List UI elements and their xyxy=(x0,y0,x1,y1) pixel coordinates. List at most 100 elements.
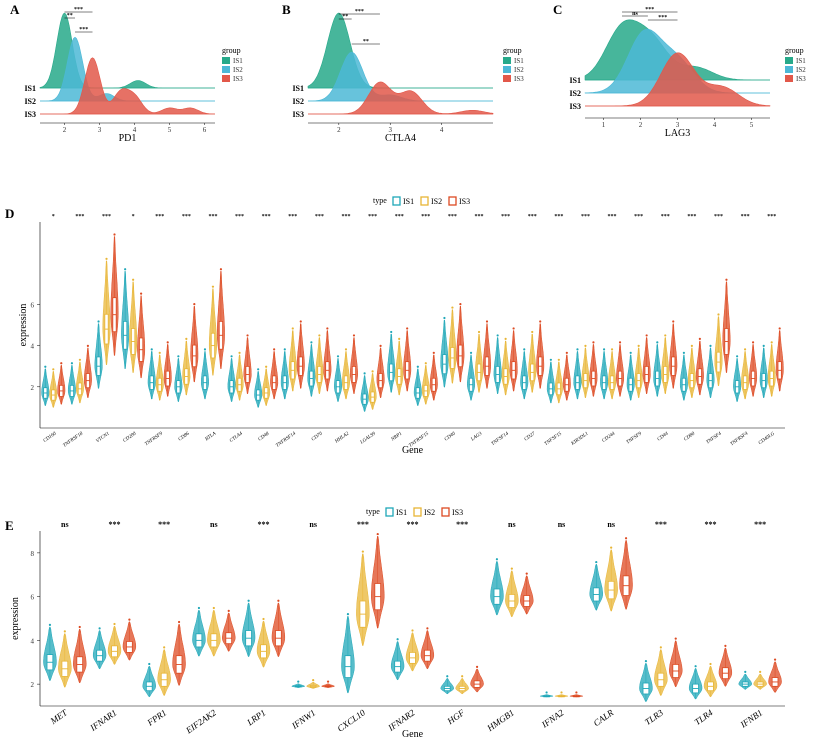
outlier-point xyxy=(265,365,268,368)
y-tick-label: 4 xyxy=(31,637,35,645)
gene-group: *** CD48 xyxy=(254,214,279,442)
gene-label: CD44 xyxy=(657,431,670,442)
outlier-point xyxy=(297,680,300,683)
gene-group: *** TNFSF9 xyxy=(626,214,651,446)
legend: type IS1 IS2 IS3 xyxy=(366,507,463,517)
gene-group: ***TNFRSF15 xyxy=(408,214,438,449)
gene-group: *** CD244 xyxy=(600,214,625,444)
outlier-point xyxy=(78,358,82,361)
outlier-point xyxy=(212,606,215,610)
significance-label: *** xyxy=(407,520,419,529)
significance-label: *** xyxy=(645,7,654,13)
x-tick-label: 3 xyxy=(98,126,102,134)
outlier-point xyxy=(461,675,464,678)
outlier-point xyxy=(97,320,100,323)
outlier-point xyxy=(326,680,330,683)
outlier-point xyxy=(610,348,614,351)
legend-label-IS3: IS3 xyxy=(233,75,243,83)
outlier-point xyxy=(475,665,479,668)
significance-label: *** xyxy=(355,9,364,15)
gene-label: TNFSF15 xyxy=(544,431,563,447)
outlier-point xyxy=(629,351,632,354)
significance-label: *** xyxy=(705,520,717,529)
legend-swatch-IS3 xyxy=(785,75,793,82)
outlier-point xyxy=(238,351,241,354)
legend-swatch-IS1 xyxy=(222,57,230,64)
outlier-point xyxy=(432,351,435,354)
significance-label: *** xyxy=(395,214,404,220)
y-tick-label: 2 xyxy=(31,681,35,689)
legend-swatch-IS3 xyxy=(503,75,511,82)
outlier-point xyxy=(63,630,66,633)
panel-letter: A xyxy=(10,2,20,17)
gene-group: *** CD40 xyxy=(440,214,465,442)
outlier-point xyxy=(379,344,382,347)
outlier-point xyxy=(743,348,747,351)
legend-label-IS3: IS3 xyxy=(514,75,524,83)
gene-label: VTCN1 xyxy=(95,432,110,445)
legend-title: type xyxy=(366,507,380,516)
outlier-point xyxy=(406,327,409,330)
legend-swatch-IS3 xyxy=(441,507,450,517)
gene-group: ns IFNA2 xyxy=(539,520,584,730)
gene-label: HGF xyxy=(445,707,467,727)
significance-label: *** xyxy=(608,214,617,220)
outlier-point xyxy=(539,320,542,323)
significance-label: ns xyxy=(632,11,638,17)
outlier-point xyxy=(346,613,350,616)
outlier-point xyxy=(246,334,249,337)
significance-label: *** xyxy=(341,214,350,220)
outlier-point xyxy=(247,599,250,602)
row-label-IS1: IS1 xyxy=(292,84,304,93)
significance-label: *** xyxy=(288,214,297,220)
outlier-point xyxy=(510,567,513,570)
legend-swatch-IS2 xyxy=(420,196,429,206)
gene-group: *** LRP1 xyxy=(241,520,286,728)
gene-group: ns HMGB1 xyxy=(484,520,534,734)
legend-swatch-IS1 xyxy=(392,196,401,206)
significance-label: ** xyxy=(363,39,369,45)
outlier-point xyxy=(557,358,560,361)
outlier-point xyxy=(105,257,108,260)
gene-group: *** TNFRSF4 xyxy=(730,214,758,447)
significance-label: ns xyxy=(61,520,69,529)
gene-label: TNFRSF14 xyxy=(275,431,297,448)
significance-label: *** xyxy=(687,214,696,220)
y-tick-label: 6 xyxy=(31,594,35,602)
outlier-point xyxy=(644,660,648,663)
significance-label: *** xyxy=(235,214,244,220)
gene-label: BTLA xyxy=(205,431,218,442)
x-tick-label: 3 xyxy=(388,126,392,134)
outlier-point xyxy=(312,679,315,682)
gene-label: IFNA2 xyxy=(539,707,566,730)
outlier-point xyxy=(602,348,606,351)
gene-group: *** HGF xyxy=(440,520,484,727)
x-tick-label: 4 xyxy=(133,126,137,134)
outlier-point xyxy=(124,268,127,271)
outlier-point xyxy=(523,348,526,351)
outlier-point xyxy=(140,292,143,295)
x-axis-title: PD1 xyxy=(119,133,137,144)
row-label-IS1: IS1 xyxy=(24,84,36,93)
significance-label: *** xyxy=(767,214,776,220)
outlier-point xyxy=(624,537,628,540)
gene-group: *** NRP1 xyxy=(387,214,412,444)
significance-label: *** xyxy=(456,520,468,529)
gene-label: NRP1 xyxy=(390,432,403,444)
gene-label: TNFSF9 xyxy=(626,431,643,445)
x-tick-label: 5 xyxy=(168,126,172,134)
significance-label: ns xyxy=(508,520,516,529)
gene-group: *** CXCL10 xyxy=(335,520,385,734)
gene-label: CALR xyxy=(592,707,616,728)
outlier-point xyxy=(477,330,481,334)
gene-label: FPR1 xyxy=(145,707,169,728)
outlier-point xyxy=(197,606,201,610)
legend-swatch-IS3 xyxy=(448,196,457,206)
legend-swatch-IS1 xyxy=(385,507,394,517)
significance-label: * xyxy=(132,214,135,220)
legend-title: type xyxy=(373,196,387,205)
outlier-point xyxy=(158,351,161,354)
gene-group: *** CD80 xyxy=(679,214,704,442)
gene-label: CTLA4 xyxy=(229,431,244,444)
outlier-point xyxy=(592,341,595,344)
